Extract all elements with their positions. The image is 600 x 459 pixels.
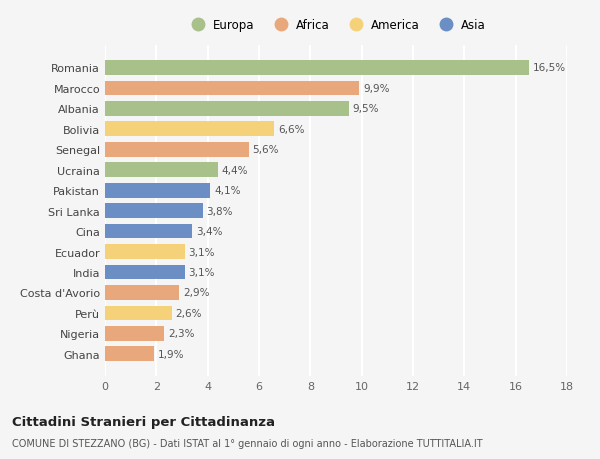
Bar (105, 102, 349, 117)
Text: 1,9%: 1,9% (158, 349, 184, 359)
Text: 2,6%: 2,6% (176, 308, 202, 318)
Text: COMUNE DI STEZZANO (BG) - Dati ISTAT al 1° gennaio di ogni anno - Elaborazione T: COMUNE DI STEZZANO (BG) - Dati ISTAT al … (12, 438, 482, 448)
Bar (105, 245, 185, 259)
Text: 2,3%: 2,3% (168, 329, 194, 339)
Bar (105, 61, 529, 76)
Text: Cittadini Stranieri per Cittadinanza: Cittadini Stranieri per Cittadinanza (12, 415, 275, 428)
Bar (105, 285, 179, 300)
Text: 2,9%: 2,9% (183, 288, 210, 298)
Text: 3,1%: 3,1% (188, 247, 215, 257)
Text: 3,4%: 3,4% (196, 227, 223, 236)
Bar (105, 326, 164, 341)
Bar (105, 306, 172, 320)
Text: 9,5%: 9,5% (353, 104, 379, 114)
Text: 3,1%: 3,1% (188, 268, 215, 277)
Text: 16,5%: 16,5% (532, 63, 565, 73)
Text: 4,4%: 4,4% (222, 165, 248, 175)
Legend: Europa, Africa, America, Asia: Europa, Africa, America, Asia (181, 14, 491, 37)
Bar (105, 265, 185, 280)
Bar (105, 204, 203, 218)
Text: 6,6%: 6,6% (278, 124, 305, 134)
Bar (105, 224, 192, 239)
Bar (105, 122, 274, 137)
Text: 9,9%: 9,9% (363, 84, 389, 94)
Text: 4,1%: 4,1% (214, 186, 241, 196)
Bar (105, 143, 249, 157)
Bar (105, 347, 154, 361)
Text: 3,8%: 3,8% (206, 206, 233, 216)
Text: 5,6%: 5,6% (253, 145, 279, 155)
Bar (105, 81, 359, 96)
Bar (105, 184, 210, 198)
Bar (105, 163, 218, 178)
